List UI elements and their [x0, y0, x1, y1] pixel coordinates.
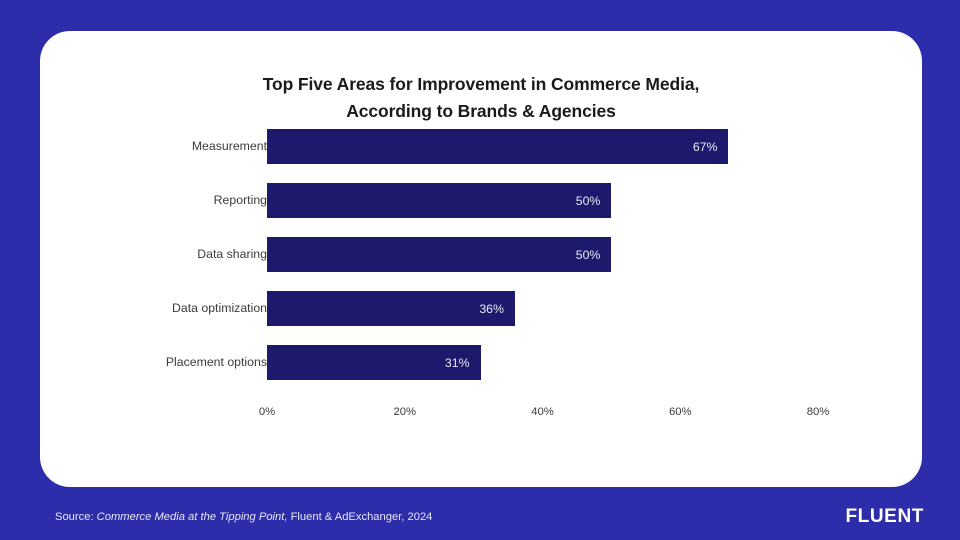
- chart-card: Top Five Areas for Improvement in Commer…: [40, 31, 922, 487]
- bar-track: 36%: [267, 291, 880, 326]
- bar-category-label: Placement options: [165, 355, 267, 369]
- bar-category-label: Measurement: [191, 139, 267, 153]
- x-axis-tick-label: 0%: [258, 406, 276, 418]
- bar-row: Data sharing 50%: [140, 237, 880, 272]
- x-axis-tick-label: 60%: [668, 406, 692, 418]
- chart-title: Top Five Areas for Improvement in Commer…: [40, 71, 922, 125]
- bar-value-label: 36%: [479, 301, 504, 316]
- bar-row: Measurement 67%: [140, 129, 880, 164]
- chart-title-line-2: According to Brands & Agencies: [346, 101, 616, 121]
- bar: 31%: [267, 345, 481, 380]
- bar-chart-plot-area: Measurement 67% Reporting 50% Data sharing 50…: [140, 129, 880, 449]
- bar-value-label: 67%: [692, 139, 718, 154]
- bar: 67%: [267, 129, 729, 164]
- bar-value-label: 31%: [444, 355, 470, 370]
- bar-category-label: Data optimization: [171, 301, 267, 315]
- bar-row: Reporting 50%: [140, 183, 880, 218]
- chart-title-line-1: Top Five Areas for Improvement in Commer…: [262, 74, 700, 94]
- bar-value-label: 50%: [575, 193, 601, 208]
- x-axis-tick-label: 80%: [806, 406, 830, 418]
- bar-track: 31%: [267, 345, 880, 380]
- bar-value-label: 50%: [575, 247, 601, 262]
- source-suffix: Fluent & AdExchanger, 2024: [287, 511, 433, 523]
- fluent-logo: FLUENT: [845, 506, 924, 527]
- bar-track: 50%: [267, 237, 880, 272]
- bar: 50%: [267, 183, 612, 218]
- bar-category-label: Data sharing: [197, 247, 267, 261]
- bar: 36%: [267, 291, 515, 326]
- source-report-title: Commerce Media at the Tipping Point,: [96, 511, 288, 523]
- source-note: Source: Commerce Media at the Tipping Po…: [55, 511, 432, 523]
- bar-category-label: Reporting: [213, 193, 267, 207]
- bar-track: 67%: [267, 129, 880, 164]
- source-prefix: Source:: [55, 511, 97, 523]
- x-axis: 0% 20% 40% 60% 80%: [259, 406, 880, 426]
- x-axis-tick-label: 20%: [393, 406, 417, 418]
- bar-row: Placement options 31%: [140, 345, 880, 380]
- bar: 50%: [267, 237, 612, 272]
- bar-row: Data optimization 36%: [140, 291, 880, 326]
- bar-track: 50%: [267, 183, 880, 218]
- x-axis-tick-label: 40%: [531, 406, 554, 418]
